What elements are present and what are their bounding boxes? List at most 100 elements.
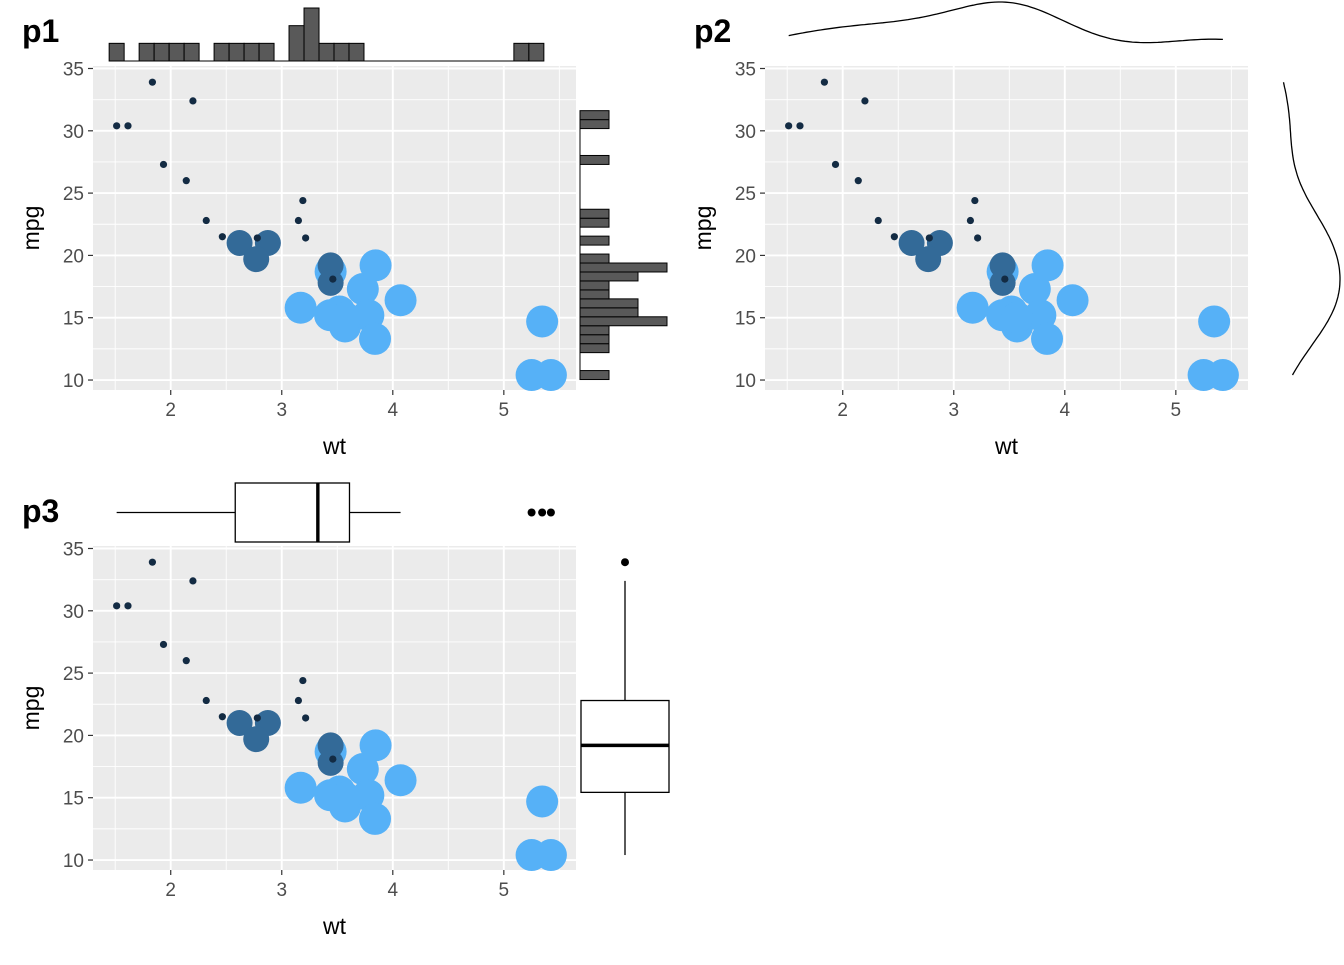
histogram-bar [579,110,610,121]
x-axis-title: wt [994,433,1019,459]
histogram-bar [213,42,230,62]
data-point [182,657,190,665]
histogram-bar [348,42,365,62]
data-point [189,577,197,585]
data-point [384,764,417,797]
panel-p3: p3 2 3 4 5 10 15 20 25 30 35 wt mpg [18,482,670,939]
y-tick-label: 25 [63,664,84,685]
data-point [346,273,379,306]
marginal-histogram-y [579,110,668,381]
x-tick-label: 5 [499,880,510,901]
histogram-bar [579,334,610,345]
data-point [1031,322,1064,355]
points [113,78,567,392]
data-point [898,229,925,256]
panel-tag: p2 [694,13,731,49]
histogram-bar [579,208,610,219]
data-point [1018,273,1051,306]
y-tick-label: 10 [63,371,84,392]
data-point [1031,249,1064,282]
data-point [299,196,307,205]
histogram-bar [333,42,350,62]
histogram-bar [183,42,200,62]
histogram-bar [228,42,245,62]
data-point [1198,305,1231,338]
panel-p1: p1 2 3 4 5 10 15 20 25 30 35 wt mpg [18,7,668,459]
data-point [148,78,157,86]
histogram-bar [579,298,639,309]
histogram-bar [243,42,260,62]
data-point [317,269,344,296]
y-tick-label: 20 [63,726,84,747]
data-point [925,234,933,242]
x-axis-title: wt [322,913,347,939]
points [113,558,567,872]
box [234,482,351,543]
data-point [534,839,567,872]
histogram-bar [579,253,610,264]
histogram-bar [579,217,610,228]
histogram-bar [153,42,170,62]
x-tick-label: 3 [276,400,287,421]
y-tick-label: 25 [63,184,84,205]
outlier-point [546,508,555,517]
y-tick-label: 10 [63,851,84,872]
marginal-histogram-x [108,7,545,62]
y-tick-label: 15 [63,309,84,330]
histogram-bar [513,42,530,62]
histogram-bar [528,42,545,62]
data-point [1056,284,1089,317]
data-point [346,753,379,786]
x-tick-label: 2 [165,880,176,901]
data-point [124,122,132,130]
histogram-bar [288,25,305,62]
data-point [329,275,337,283]
histogram-bar [108,42,125,62]
y-tick-label: 30 [735,122,756,143]
histogram-bar [579,289,610,300]
data-point [159,640,168,649]
x-tick-label: 3 [948,400,959,421]
data-point [1206,359,1239,392]
data-point [202,696,210,705]
x-tick-label: 5 [1171,400,1182,421]
data-point [384,284,417,317]
panel-tag: p3 [22,493,59,529]
x-tick-label: 5 [499,400,510,421]
data-point [796,122,804,130]
data-point [243,246,270,273]
data-point [226,709,253,736]
data-point [218,713,226,721]
y-axis-title: mpg [18,206,44,251]
outlier-point [621,558,629,567]
data-point [302,714,310,722]
x-tick-label: 4 [1060,400,1071,421]
histogram-bar [138,42,155,62]
data-point [526,785,559,818]
y-tick-label: 35 [63,539,84,560]
data-point [971,196,979,205]
histogram-bar [258,42,275,62]
y-tick-label: 10 [735,371,756,392]
y-tick-label: 30 [63,602,84,623]
data-point [359,249,392,282]
data-point [359,322,392,355]
data-point [1001,301,1034,334]
data-point [113,122,121,130]
histogram-bar [303,7,320,62]
data-point [989,269,1016,296]
x-tick-label: 3 [276,880,287,901]
histogram-bar [318,42,335,62]
histogram-bar [168,42,185,62]
panel-tag: p1 [22,13,59,49]
x-axis-title: wt [322,433,347,459]
data-point [253,234,261,242]
data-point [890,233,898,241]
data-point [974,234,982,242]
histogram-bar [579,343,610,354]
data-point [226,229,253,256]
data-point [874,216,882,225]
data-point [182,177,190,185]
y-tick-label: 20 [735,246,756,267]
y-tick-label: 15 [735,309,756,330]
